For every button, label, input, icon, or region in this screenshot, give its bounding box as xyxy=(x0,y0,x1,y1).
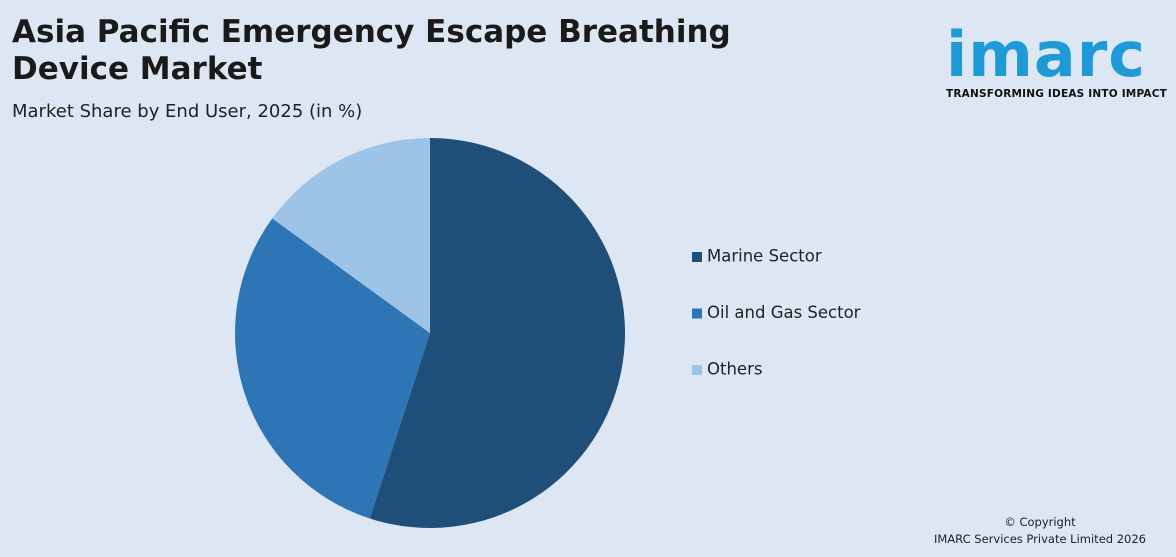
pie-slice xyxy=(235,218,430,519)
logo-tagline: TRANSFORMING IDEAS INTO IMPACT xyxy=(946,88,1167,100)
legend-swatch xyxy=(692,365,702,375)
legend-swatch xyxy=(692,308,702,319)
legend-label: Oil and Gas Sector xyxy=(707,303,861,322)
chart-subtitle: Market Share by End User, 2025 (in %) xyxy=(12,101,363,122)
legend-swatch xyxy=(692,252,702,262)
footer: © Copyright IMARC Services Private Limit… xyxy=(934,514,1146,548)
pie-slice xyxy=(369,138,625,528)
logo: imarc TRANSFORMING IDEAS INTO IMPACT xyxy=(946,18,1170,101)
company: IMARC Services Private Limited 2026 xyxy=(934,532,1146,546)
logo-name: imarc xyxy=(946,18,1147,91)
pie-slice xyxy=(272,138,430,333)
legend-label: Marine Sector xyxy=(707,247,822,266)
copyright: © Copyright xyxy=(1004,515,1076,529)
chart-title: Asia Pacific Emergency Escape Breathing … xyxy=(12,14,731,87)
legend-label: Others xyxy=(707,360,762,379)
